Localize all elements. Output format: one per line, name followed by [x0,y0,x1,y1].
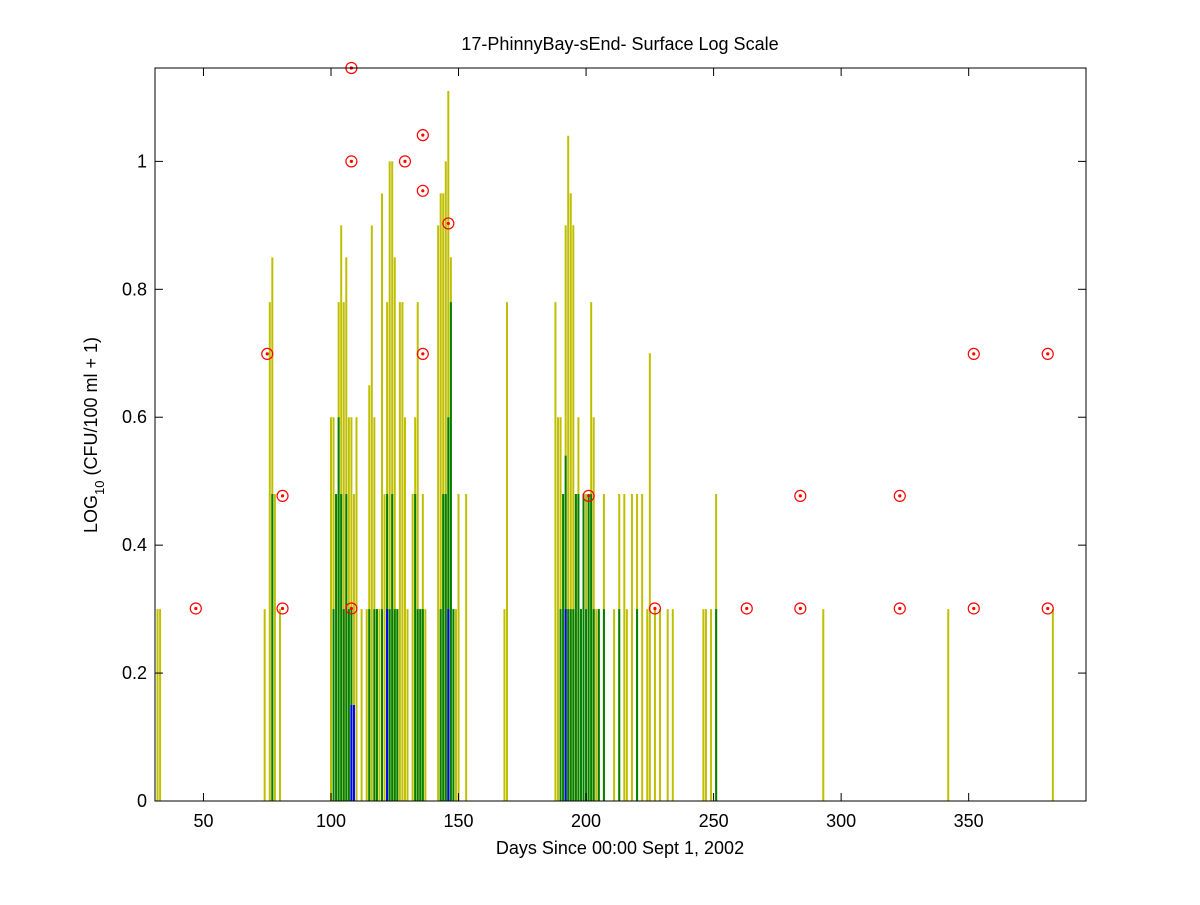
y-tick-label: 0.6 [122,407,147,427]
stems-blue-series [350,609,567,801]
marker-ring [261,347,274,361]
data-point-marker [189,602,202,615]
y-axis-label-rest: (CFU/100 ml + 1) [81,337,101,481]
data-point-marker [967,602,980,615]
marker-dot [1046,352,1050,356]
marker-ring [967,347,980,361]
marker-dot [349,606,354,611]
marker-ring [582,489,595,503]
marker-dot [972,352,976,356]
marker-dot [280,494,285,498]
marker-dot [798,494,802,498]
marker-ring [740,602,753,615]
marker-dot [898,494,902,498]
chart-title: 17-PhinnyBay-sEnd- Surface Log Scale [461,34,778,54]
x-axis-label: Days Since 00:00 Sept 1, 2002 [496,838,744,858]
data-point-marker [442,217,455,230]
x-tick-label: 250 [699,811,729,831]
marker-ring [345,602,358,615]
data-point-marker [276,602,289,615]
x-tick-label: 50 [193,811,213,831]
marker-ring [648,602,662,615]
marker-dot [446,221,450,226]
marker-dot [421,133,425,137]
y-tick-label: 0.2 [122,663,147,683]
data-point-marker [1041,347,1054,361]
marker-ring [189,602,202,615]
data-point-marker [582,489,595,503]
data-point-marker [416,347,429,361]
marker-dot [421,352,425,356]
marker-dot [194,606,198,611]
data-point-marker [398,155,412,168]
data-point-marker [416,184,429,197]
marker-dot [265,352,269,356]
data-point-marker [345,155,358,168]
marker-ring [345,155,358,168]
marker-ring [794,602,807,615]
data-point-marker [648,602,662,615]
data-point-marker [276,489,289,503]
y-tick-label: 0.4 [122,535,147,555]
marker-dot [280,606,285,611]
y-tick-label: 0 [137,791,147,811]
marker-dot [349,159,354,163]
marker-ring [416,184,429,197]
data-point-marker [893,602,906,615]
marker-dot [587,494,591,498]
x-tick-label: 350 [954,811,984,831]
marker-ring [967,602,980,615]
marker-dot [972,606,976,611]
marker-dot [421,189,425,193]
y-axis-label: LOG10 (CFU/100 ml + 1) [81,337,107,533]
plot-area [155,68,1086,801]
marker-ring [398,155,412,168]
marker-dot [745,606,749,611]
stems-green-series [271,302,718,801]
data-point-marker [345,602,358,615]
marker-ring [893,489,906,503]
marker-ring [893,602,906,615]
data-point-marker [893,489,906,503]
x-tick-label: 100 [316,811,346,831]
marker-dot [1046,606,1050,611]
marker-ring [794,489,807,503]
marker-dot [798,606,802,611]
marker-ring [416,129,429,142]
data-point-marker [794,602,807,615]
marker-ring [276,489,289,503]
point-markers [189,61,1054,615]
x-tick-label: 150 [444,811,474,831]
data-point-marker [794,489,807,503]
x-tick-label: 200 [571,811,601,831]
plot-frame [154,67,1087,802]
data-point-marker [740,602,753,615]
data-point-marker [967,347,980,361]
marker-ring [442,217,455,230]
x-axis-ticks: 50 100 150 200 250 300 350 [193,68,984,831]
y-tick-label: 0.8 [122,279,147,299]
y-axis-ticks: 0 0.2 0.4 0.6 0.8 1 [122,151,1086,811]
x-tick-label: 300 [826,811,856,831]
y-tick-label: 1 [137,151,147,171]
data-point-marker [261,347,274,361]
data-point-marker [416,129,429,142]
marker-ring [1041,347,1054,361]
data-point-marker [1041,602,1054,615]
marker-ring [416,347,429,361]
marker-dot [403,159,407,163]
y-axis-label-subscript: 10 [92,481,107,495]
marker-dot [653,606,657,611]
marker-ring [276,602,289,615]
marker-ring [1041,602,1054,615]
marker-dot [898,606,902,611]
y-axis-label-base: LOG [81,495,101,533]
